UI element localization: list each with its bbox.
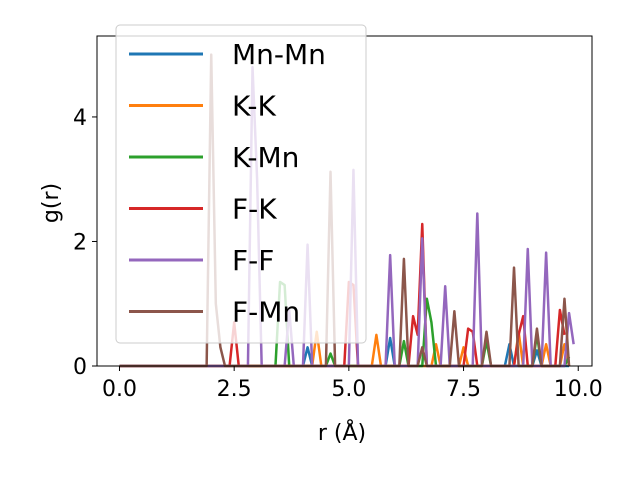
legend-label-4: F-F	[232, 244, 274, 277]
x-tick-label: 5.0	[331, 377, 366, 402]
legend-label-0: Mn-Mn	[232, 38, 326, 71]
ticks: 0.0 2.5 5.0 7.5 10.0 0 2 4	[73, 106, 603, 402]
y-tick-label: 4	[73, 106, 87, 131]
legend: Mn-Mn K-K K-Mn F-K F-F F-Mn	[115, 24, 367, 344]
legend-label-3: F-K	[232, 193, 277, 226]
x-tick-label: 7.5	[446, 377, 481, 402]
x-tick-label: 2.5	[217, 377, 252, 402]
legend-label-1: K-K	[232, 90, 277, 123]
x-tick-label: 0.0	[102, 377, 137, 402]
legend-label-5: F-Mn	[232, 296, 300, 329]
y-tick-label: 0	[73, 355, 87, 380]
x-axis-label: r (Å)	[318, 419, 366, 446]
legend-label-2: K-Mn	[232, 141, 299, 174]
y-tick-label: 2	[73, 230, 87, 255]
x-tick-label: 10.0	[554, 377, 603, 402]
y-axis-label: g(r)	[39, 183, 64, 223]
